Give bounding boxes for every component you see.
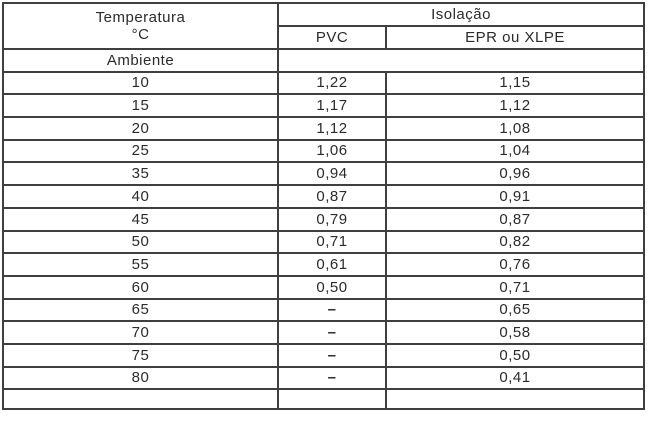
pvc-header: PVC — [277, 25, 387, 50]
insulation-header: Isolação — [277, 2, 645, 27]
epr-factor-cell: 0,50 — [385, 342, 645, 368]
epr-factor-cell: 0,76 — [385, 252, 645, 277]
temp-cell: 15 — [2, 93, 279, 119]
pvc-factor-cell: 0,61 — [277, 252, 387, 277]
pvc-factor-cell: – — [277, 365, 387, 391]
pvc-factor-cell: 1,17 — [277, 93, 387, 119]
temp-cell: 75 — [2, 342, 279, 368]
table-row: 70 – 0,58 — [2, 320, 645, 345]
table-row: 45 0,79 0,87 — [2, 206, 645, 232]
pvc-factor-cell: 0,71 — [277, 229, 387, 255]
pvc-factor-cell — [277, 388, 387, 411]
table-row: 75 – 0,50 — [2, 342, 645, 368]
table-row: 40 0,87 0,91 — [2, 184, 645, 209]
temperature-correction-table: Temperatura °C Isolação PVC EPR ou XLPE … — [2, 2, 645, 411]
table-row: 65 – 0,65 — [2, 297, 645, 323]
pvc-factor-cell: – — [277, 297, 387, 323]
header-row-2: PVC EPR ou XLPE — [3, 25, 645, 50]
temp-cell: 20 — [2, 116, 279, 141]
ambient-empty-cell — [277, 48, 645, 73]
temperature-header: Temperatura °C — [2, 2, 279, 50]
temp-cell: 70 — [2, 320, 279, 345]
pvc-factor-cell: 0,50 — [277, 274, 387, 300]
table-body: Ambiente 10 1,22 1,15 15 1,17 1,12 20 1,… — [2, 48, 645, 411]
pvc-factor-cell: 1,12 — [277, 116, 387, 141]
temp-cell: 10 — [2, 70, 279, 96]
epr-factor-cell: 0,87 — [385, 206, 645, 232]
temp-cell: 25 — [2, 138, 279, 164]
epr-factor-cell: 0,96 — [385, 161, 645, 187]
epr-factor-cell: 0,71 — [385, 274, 645, 300]
temperature-header-title: Temperatura — [95, 8, 186, 26]
epr-header: EPR ou XLPE — [385, 25, 645, 50]
temp-cell: 55 — [2, 252, 279, 277]
pvc-factor-cell: 0,79 — [277, 206, 387, 232]
temp-cell: 80 — [2, 365, 279, 391]
temp-cell — [2, 388, 279, 411]
epr-factor-cell: 0,41 — [385, 365, 645, 391]
epr-factor-cell: 0,58 — [385, 320, 645, 345]
temp-cell: 40 — [2, 184, 279, 209]
temp-cell: 45 — [2, 206, 279, 232]
table-row: 50 0,71 0,82 — [2, 229, 645, 255]
temperature-header-unit: °C — [131, 26, 150, 43]
clipped-partial-row — [2, 388, 645, 411]
table-row: 25 1,06 1,04 — [2, 138, 645, 164]
epr-factor-cell: 1,04 — [385, 138, 645, 164]
table-row: 15 1,17 1,12 — [2, 93, 645, 119]
epr-factor-cell: 1,08 — [385, 116, 645, 141]
epr-factor-cell: 1,15 — [385, 70, 645, 96]
table-header: Temperatura °C Isolação PVC EPR ou XLPE — [2, 2, 645, 50]
temp-cell: 50 — [2, 229, 279, 255]
epr-factor-cell: 1,12 — [385, 93, 645, 119]
pvc-factor-cell: – — [277, 342, 387, 368]
epr-factor-cell: 0,65 — [385, 297, 645, 323]
ambient-row-label: Ambiente — [2, 48, 279, 73]
epr-factor-cell: 0,82 — [385, 229, 645, 255]
temp-cell: 65 — [2, 297, 279, 323]
table-row: 20 1,12 1,08 — [2, 116, 645, 141]
pvc-factor-cell: 1,06 — [277, 138, 387, 164]
table-row: 35 0,94 0,96 — [2, 161, 645, 187]
pvc-factor-cell: – — [277, 320, 387, 345]
temp-cell: 60 — [2, 274, 279, 300]
pvc-factor-cell: 1,22 — [277, 70, 387, 96]
table-row: 60 0,50 0,71 — [2, 274, 645, 300]
pvc-factor-cell: 0,94 — [277, 161, 387, 187]
table-row: 80 – 0,41 — [2, 365, 645, 391]
header-row-1: Temperatura °C Isolação — [2, 2, 645, 50]
table-row: 55 0,61 0,76 — [2, 252, 645, 277]
temp-cell: 35 — [2, 161, 279, 187]
table-row: 10 1,22 1,15 — [2, 70, 645, 96]
epr-factor-cell — [385, 388, 645, 411]
epr-factor-cell: 0,91 — [385, 184, 645, 209]
ambient-row: Ambiente — [2, 48, 645, 73]
pvc-factor-cell: 0,87 — [277, 184, 387, 209]
